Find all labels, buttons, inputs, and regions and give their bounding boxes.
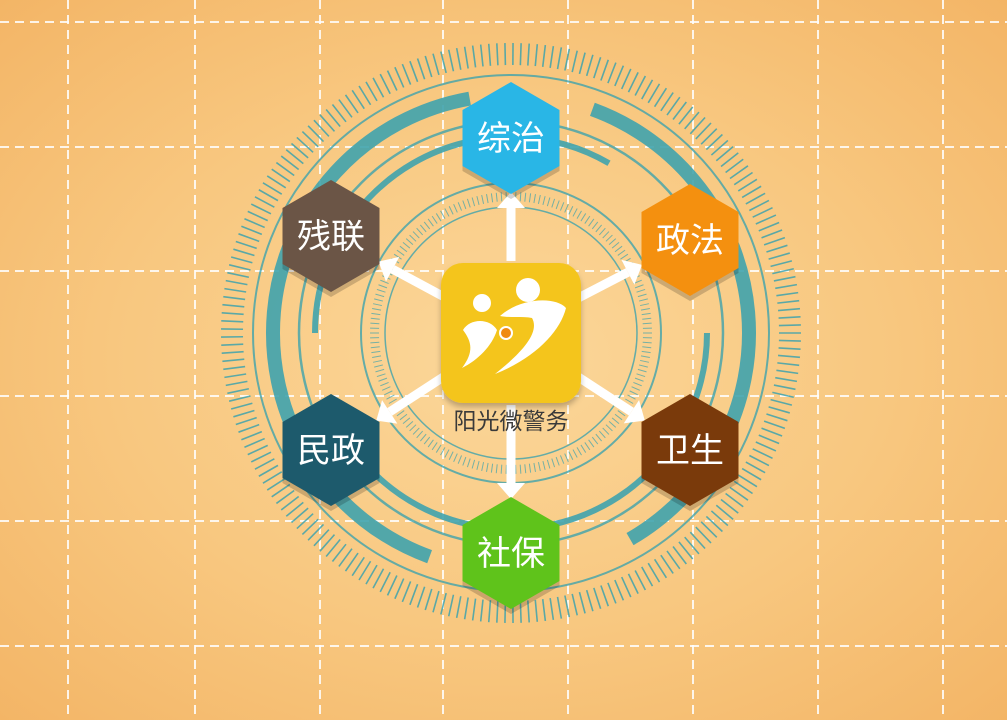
node-label-canlian: 残联 — [297, 217, 365, 257]
arrow-canlian — [378, 256, 450, 303]
node-hexagon — [641, 184, 739, 296]
node-weisheng[interactable]: 卫生 — [641, 394, 739, 511]
node-hexagon — [282, 180, 380, 292]
node-hexagon — [462, 82, 560, 194]
node-zhengfa[interactable]: 政法 — [641, 184, 739, 301]
arrow-zongzhi — [497, 192, 525, 261]
node-label-minzheng: 民政 — [297, 431, 365, 471]
ring-arc-left — [266, 91, 471, 564]
arrow-shebao — [497, 405, 525, 499]
node-shebao[interactable]: 社保 — [462, 497, 560, 614]
node-label-zongzhi: 综治 — [477, 119, 545, 159]
node-hexagon — [282, 394, 380, 506]
arrow-weisheng — [568, 368, 645, 424]
node-label-zhengfa: 政法 — [656, 221, 724, 261]
inner-tick-ring — [370, 192, 652, 474]
node-hexagon — [641, 394, 739, 506]
connector-arrows — [376, 192, 645, 499]
node-label-shebao: 社保 — [477, 534, 545, 574]
center-label: 阳光微警务 — [454, 409, 569, 435]
outer-tick-ring — [221, 43, 801, 623]
arrow-zhengfa — [572, 259, 643, 304]
sunshine-people-icon — [462, 278, 566, 374]
node-canlian[interactable]: 残联 — [282, 180, 380, 297]
node-zongzhi[interactable]: 综治 — [462, 82, 560, 199]
center-app-tile[interactable]: 阳光微警务 — [441, 263, 581, 435]
node-hexagon — [462, 497, 560, 609]
node-minzheng[interactable]: 民政 — [282, 394, 380, 511]
arrow-minzheng — [376, 368, 454, 424]
node-label-weisheng: 卫生 — [656, 431, 724, 471]
